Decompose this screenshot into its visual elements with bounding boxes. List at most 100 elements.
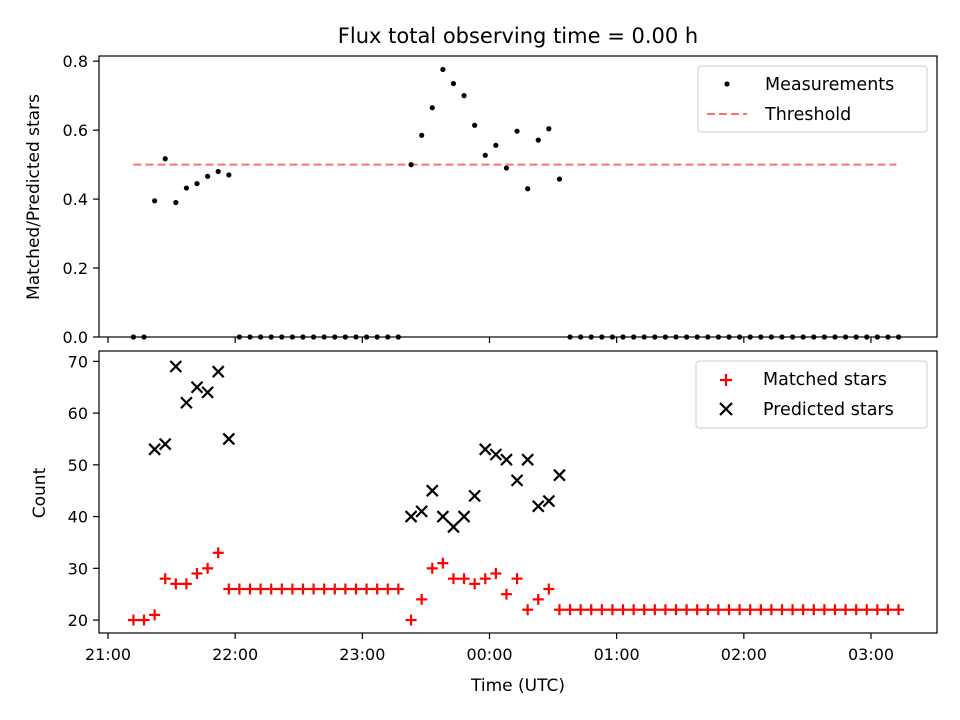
predicted-point-19	[521, 453, 534, 466]
predicted-legend-marker	[719, 402, 733, 416]
measurements-legend-marker	[724, 81, 730, 87]
matched-point-49	[649, 604, 661, 616]
matched-point-62	[787, 604, 799, 616]
matched-point-71	[882, 604, 894, 616]
matched-point-52	[681, 604, 693, 616]
top-legend-box	[697, 65, 928, 133]
matched-point-41	[564, 604, 576, 616]
x-tick-label-5: 02:00	[721, 645, 767, 664]
bottom-y-tick-label-1: 30	[68, 559, 88, 578]
predicted-point-18	[510, 474, 524, 487]
matched-point-3	[159, 573, 171, 585]
measurement-point-26	[408, 162, 414, 168]
predicted-point-9	[415, 505, 428, 518]
matched-point-25	[392, 583, 404, 595]
matched-point-48	[638, 604, 650, 616]
predicted-stars-layer	[148, 360, 566, 534]
predicted-point-12	[447, 520, 460, 534]
matched-point-70	[871, 604, 883, 616]
bottom-y-tick-label-4: 60	[68, 404, 88, 423]
measurement-point-7	[205, 173, 211, 179]
matched-point-30	[447, 573, 459, 585]
predicted-point-20	[531, 499, 545, 513]
matched-point-18	[318, 583, 330, 595]
predicted-legend-label: Predicted stars	[763, 400, 894, 420]
matched-point-44	[596, 604, 608, 616]
matched-point-42	[575, 604, 587, 616]
bottom-plot-frame	[98, 350, 938, 634]
matched-point-36	[511, 573, 523, 585]
top-y-tick-label-3: 0.6	[63, 121, 88, 140]
matched-point-60	[765, 604, 777, 616]
bottom-y-tick-label-0: 20	[68, 611, 88, 630]
measurement-point-40	[556, 176, 563, 182]
matched-point-15	[286, 583, 298, 595]
predicted-point-5	[201, 386, 214, 399]
predicted-point-13	[457, 510, 471, 523]
measurement-point-36	[514, 128, 520, 134]
matched-point-11	[244, 583, 256, 595]
top-y-tick-label-4: 0.8	[63, 52, 88, 71]
matched-point-14	[276, 583, 288, 595]
matched-point-20	[339, 583, 351, 595]
bottom-y-axis: 20 30 40 50 60 70	[68, 352, 99, 630]
matched-point-19	[329, 583, 341, 595]
matched-point-50	[659, 604, 671, 616]
matched-point-34	[490, 567, 502, 579]
matched-point-28	[426, 562, 438, 574]
matched-point-13	[265, 583, 277, 595]
measurement-point-39	[546, 126, 552, 132]
x-tick-label-6: 03:00	[848, 645, 894, 664]
measurement-point-33	[482, 152, 488, 158]
matched-point-16	[297, 583, 309, 595]
bottom-legend: Matched stars Predicted stars	[695, 360, 928, 429]
matched-point-65	[818, 604, 830, 616]
matched-point-56	[723, 604, 735, 616]
predicted-point-16	[489, 448, 503, 461]
matched-point-57	[734, 604, 746, 616]
matched-point-68	[850, 604, 862, 616]
x-axis-label: Time (UTC)	[470, 676, 565, 696]
measurement-point-9	[226, 172, 232, 178]
predicted-point-14	[468, 489, 481, 503]
matched-point-12	[255, 583, 267, 595]
bottom-y-tick-label-2: 40	[68, 508, 88, 527]
predicted-point-8	[404, 510, 418, 523]
top-panel: 0.00.20.40.60.8 Matched/Predicted stars …	[24, 52, 938, 347]
predicted-point-2	[169, 360, 183, 373]
matched-point-61	[776, 604, 788, 616]
matched-point-33	[479, 573, 491, 585]
matched-point-64	[808, 604, 820, 616]
matched-point-72	[893, 604, 905, 616]
matched-point-35	[500, 588, 512, 600]
matched-point-39	[543, 583, 555, 595]
predicted-point-6	[211, 365, 225, 378]
matched-point-10	[233, 583, 245, 595]
matched-point-9	[223, 583, 235, 595]
matched-point-59	[755, 604, 767, 616]
x-tick-label-2: 23:00	[339, 645, 385, 664]
matched-point-27	[416, 593, 428, 605]
matched-point-6	[191, 567, 203, 579]
matched-point-69	[861, 604, 873, 616]
matched-point-45	[606, 604, 618, 616]
matched-point-54	[702, 604, 714, 616]
x-tick-label-1: 22:00	[212, 645, 258, 664]
measurement-point-3	[162, 156, 168, 162]
measurement-point-34	[493, 142, 499, 148]
measurement-point-38	[535, 137, 541, 143]
measurements-legend-label: Measurements	[765, 75, 894, 95]
matched-point-8	[212, 547, 224, 559]
matched-point-40	[553, 604, 565, 616]
measurement-point-29	[440, 66, 446, 73]
matched-point-55	[712, 604, 724, 616]
top-x-axis	[107, 337, 872, 343]
x-tick-label-0: 21:00	[85, 645, 131, 664]
matched-point-58	[744, 604, 756, 616]
matched-point-38	[532, 593, 544, 605]
top-legend: Measurements Threshold	[697, 65, 928, 133]
matched-point-43	[585, 604, 597, 616]
predicted-point-3	[180, 396, 193, 410]
top-plot-frame	[98, 55, 938, 338]
